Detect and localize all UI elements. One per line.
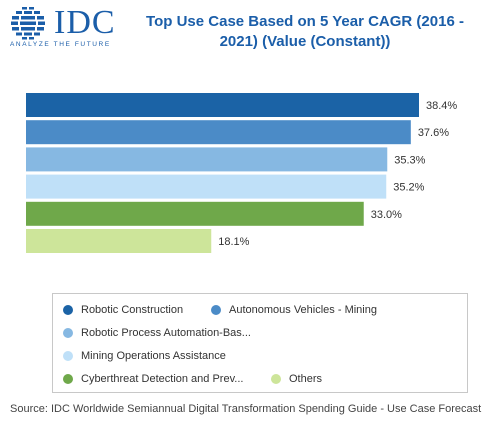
- legend-swatch: [63, 328, 73, 338]
- bar-2: [26, 120, 411, 145]
- legend-label: Cyberthreat Detection and Prev...: [81, 373, 244, 385]
- bar-3: [26, 147, 388, 172]
- bar-6: [26, 229, 212, 253]
- legend-item-robotic-process-automation: Robotic Process Automation-Bas...: [63, 327, 251, 339]
- legend-swatch: [211, 305, 221, 315]
- legend-swatch: [63, 351, 73, 361]
- logo-wordmark: IDC: [54, 4, 116, 41]
- legend-label: Robotic Construction: [81, 304, 184, 316]
- bar-4: [26, 174, 387, 199]
- legend-item-cyberthreat-detection: Cyberthreat Detection and Prev...: [63, 373, 243, 385]
- bar-value-label-6: 18.1%: [218, 236, 249, 248]
- legend-label: Mining Operations Assistance: [81, 350, 226, 362]
- source-note: Source: IDC Worldwide Semiannual Digital…: [10, 403, 482, 415]
- legend-item-robotic-construction: Robotic Construction: [63, 304, 183, 316]
- legend-item-others: Others: [271, 373, 322, 385]
- bar-5: [26, 201, 364, 226]
- legend-item-mining-operations: Mining Operations Assistance: [63, 350, 226, 362]
- legend-swatch: [271, 374, 281, 384]
- chart-legend: Robotic Construction Autonomous Vehicles…: [52, 293, 468, 393]
- bar-1: [26, 93, 419, 117]
- legend-label: Robotic Process Automation-Bas...: [81, 327, 251, 339]
- legend-item-autonomous-vehicles: Autonomous Vehicles - Mining: [211, 304, 377, 316]
- chart-title: Top Use Case Based on 5 Year CAGR (2016 …: [146, 13, 464, 50]
- bar-value-label-4: 35.2%: [393, 182, 424, 194]
- legend-swatch: [63, 305, 73, 315]
- logo-tagline: ANALYZE THE FUTURE: [10, 41, 111, 48]
- legend-label: Others: [289, 373, 323, 385]
- globe-icon: [11, 7, 45, 40]
- idc-logo: IDC ANALYZE THE FUTURE: [8, 6, 158, 56]
- bar-value-label-3: 35.3%: [394, 154, 425, 166]
- bar-value-label-1: 38.4%: [426, 100, 457, 112]
- legend-swatch: [63, 374, 73, 384]
- legend-label: Autonomous Vehicles - Mining: [229, 304, 377, 316]
- bar-value-label-2: 37.6%: [418, 127, 449, 139]
- bar-chart: 38.4% 37.6% 35.3% 35.2% 33.0% 18.1%: [26, 93, 457, 253]
- bar-value-label-5: 33.0%: [371, 209, 402, 221]
